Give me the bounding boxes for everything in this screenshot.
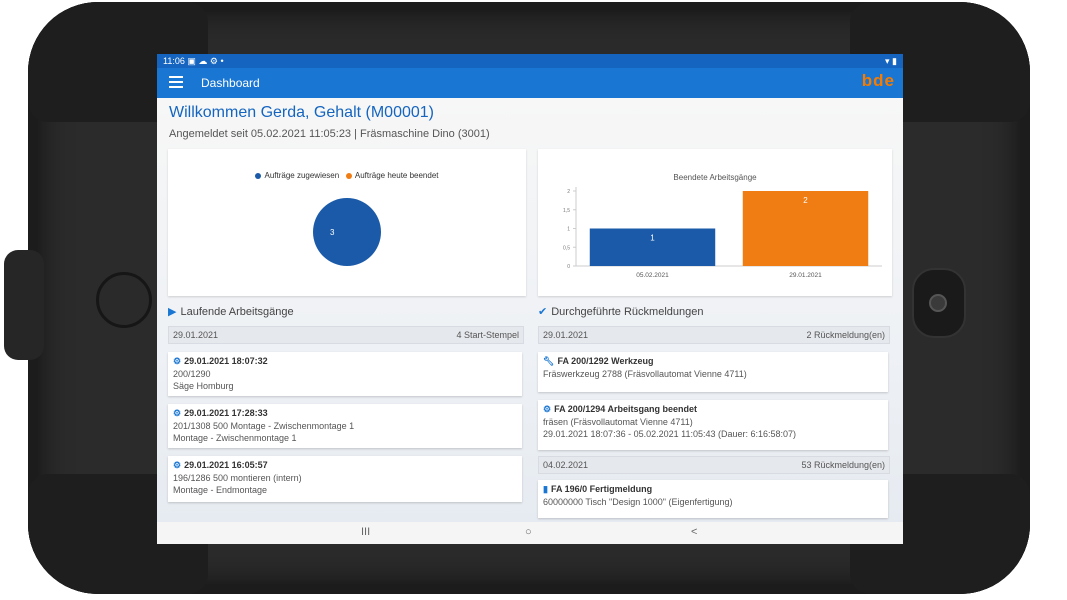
running-item-time: 29.01.2021 17:28:33 <box>184 408 268 418</box>
bar-value-label: 1 <box>650 234 655 243</box>
feedback-item[interactable]: ▮ FA 196/0 Fertigmeldung 60000000 Tisch "… <box>538 480 888 518</box>
orders-pie-card: Aufträge zugewiesen Aufträge heute beend… <box>168 149 526 296</box>
bde-logo: bde <box>861 71 895 90</box>
pie-slice-assigned[interactable] <box>313 198 381 266</box>
welcome-heading: Willkommen Gerda, Gehalt (M00001) <box>169 104 434 121</box>
bar[interactable] <box>742 191 869 266</box>
pie-chart: 3 <box>313 198 381 266</box>
status-icons: ▣ ☁ ⚙ • <box>187 56 224 66</box>
running-item-line2: Montage - Zwischenmontage 1 <box>173 433 297 443</box>
app-title: Dashboard <box>201 76 260 90</box>
bar[interactable] <box>589 228 716 267</box>
android-nav-bar: III ○ < <box>157 522 903 544</box>
bar-chart-title: Beendete Arbeitsgänge <box>673 173 757 182</box>
legend-item-finished[interactable]: Aufträge heute beendet <box>345 171 439 180</box>
feedback-heading: ✔ Durchgeführte Rückmeldungen <box>538 305 703 318</box>
case-side-grip <box>4 250 44 360</box>
running-item-line1: 201/1308 500 Montage - Zwischenmontage 1 <box>173 421 355 431</box>
camera-icon <box>929 294 947 312</box>
feedback-title: Durchgeführte Rückmeldungen <box>551 306 704 318</box>
feedback-group-count: 53 Rückmeldung(en) <box>801 460 885 470</box>
finished-operations-card: Beendete Arbeitsgänge 0 0,5 1 1,5 2 1 05.02.20… <box>538 149 892 296</box>
home-icon[interactable]: ○ <box>525 526 532 538</box>
legend-dot-assigned <box>255 172 262 179</box>
running-item-line2: Säge Homburg <box>173 381 234 391</box>
feedback-item-title: FA 196/0 Fertigmeldung <box>550 484 653 494</box>
back-icon[interactable]: < <box>691 526 698 538</box>
running-item-line1: 200/1290 <box>173 369 211 379</box>
running-item[interactable]: ⚙ 29.01.2021 17:28:33 201/1308 500 Montag… <box>168 404 522 448</box>
dashboard-content: Willkommen Gerda, Gehalt (M00001) Angeme… <box>157 98 903 522</box>
y-tick-label: 0 <box>567 264 570 270</box>
feedback-item-line2: 29.01.2021 18:07:36 - 05.02.2021 11:05:4… <box>543 429 797 439</box>
gears-icon: ⚙ <box>173 460 182 470</box>
feedback-group-header[interactable]: 29.01.2021 2 Rückmeldung(en) <box>538 326 890 344</box>
running-item-time: 29.01.2021 16:05:57 <box>184 460 268 470</box>
status-right-icons: ▾ ▮ <box>885 56 897 66</box>
pie-slice-label: 3 <box>330 228 335 237</box>
running-item[interactable]: ⚙ 29.01.2021 18:07:32 200/1290 Säge Hombu… <box>168 352 522 396</box>
feedback-item-title: FA 200/1294 Arbeitsgang beendet <box>554 404 697 414</box>
feedback-group-date: 04.02.2021 <box>543 460 589 470</box>
gears-icon: ⚙ <box>543 404 552 414</box>
feedback-item[interactable]: ⚙ FA 200/1294 Arbeitsgang beendet fräsen … <box>538 400 888 450</box>
gears-icon: ⚙ <box>173 408 182 418</box>
recent-apps-icon[interactable]: III <box>361 526 371 538</box>
status-bar: 11:06 ▣ ☁ ⚙ • ▾ ▮ <box>157 54 903 68</box>
gears-icon: ⚙ <box>173 356 182 366</box>
feedback-group-header[interactable]: 04.02.2021 53 Rückmeldung(en) <box>538 456 890 474</box>
wrench-icon: 🔧︎ <box>543 356 555 366</box>
y-tick-label: 2 <box>567 189 570 195</box>
home-button[interactable] <box>96 272 152 328</box>
running-item-line2: Montage - Endmontage <box>173 485 268 495</box>
feedback-item[interactable]: 🔧︎ FA 200/1292 Werkzeug Fräswerkzeug 2788… <box>538 352 888 392</box>
menu-icon[interactable] <box>169 76 183 90</box>
clipboard-icon: ▮ <box>543 484 548 494</box>
feedback-item-line1: 60000000 Tisch "Design 1000" (Eigenferti… <box>543 497 733 507</box>
running-group-date: 29.01.2021 <box>173 330 219 340</box>
running-item-line1: 196/1286 500 montieren (intern) <box>173 473 302 483</box>
bar-value-label: 2 <box>803 196 808 205</box>
app-bar: Dashboard bde <box>157 68 903 98</box>
legend-item-assigned[interactable]: Aufträge zugewiesen <box>255 171 339 180</box>
login-info: Angemeldet seit 05.02.2021 11:05:23 | Fr… <box>169 128 490 140</box>
running-operations-title: Laufende Arbeitsgänge <box>180 306 294 318</box>
play-icon: ▶ <box>168 306 177 318</box>
y-tick-label: 1,5 <box>563 208 570 214</box>
feedback-item-line1: fräsen (Fräsvollautomat Vienne 4711) <box>543 417 693 427</box>
bar-chart: 0 0,5 1 1,5 2 1 05.02.2021 2 29.01.2021 <box>563 187 882 279</box>
legend-dot-finished <box>345 172 352 179</box>
legend-label-assigned: Aufträge zugewiesen <box>264 171 340 180</box>
running-group-count: 4 Start-Stempel <box>456 330 519 340</box>
running-item[interactable]: ⚙ 29.01.2021 16:05:57 196/1286 500 montie… <box>168 456 522 502</box>
feedback-group-count: 2 Rückmeldung(en) <box>806 330 885 340</box>
y-tick-label: 0,5 <box>563 245 570 251</box>
legend-label-finished: Aufträge heute beendet <box>354 171 439 180</box>
pie-legend: Aufträge zugewiesen Aufträge heute beend… <box>168 171 526 180</box>
x-tick-label: 05.02.2021 <box>636 272 669 279</box>
feedback-item-line1: Fräswerkzeug 2788 (Fräsvollautomat Vienn… <box>543 369 747 379</box>
feedback-group-date: 29.01.2021 <box>543 330 589 340</box>
status-time: 11:06 ▣ ☁ ⚙ • <box>163 54 224 68</box>
running-item-time: 29.01.2021 18:07:32 <box>184 356 268 366</box>
running-operations-heading: ▶ Laufende Arbeitsgänge <box>168 305 294 318</box>
x-tick-label: 29.01.2021 <box>789 272 822 279</box>
running-group-header[interactable]: 29.01.2021 4 Start-Stempel <box>168 326 524 344</box>
feedback-item-title: FA 200/1292 Werkzeug <box>557 356 654 366</box>
tablet-screen: 11:06 ▣ ☁ ⚙ • ▾ ▮ Dashboard bde Willkomm… <box>157 54 903 544</box>
check-icon: ✔ <box>538 306 548 318</box>
y-tick-label: 1 <box>567 227 570 233</box>
status-time-text: 11:06 <box>163 56 185 66</box>
